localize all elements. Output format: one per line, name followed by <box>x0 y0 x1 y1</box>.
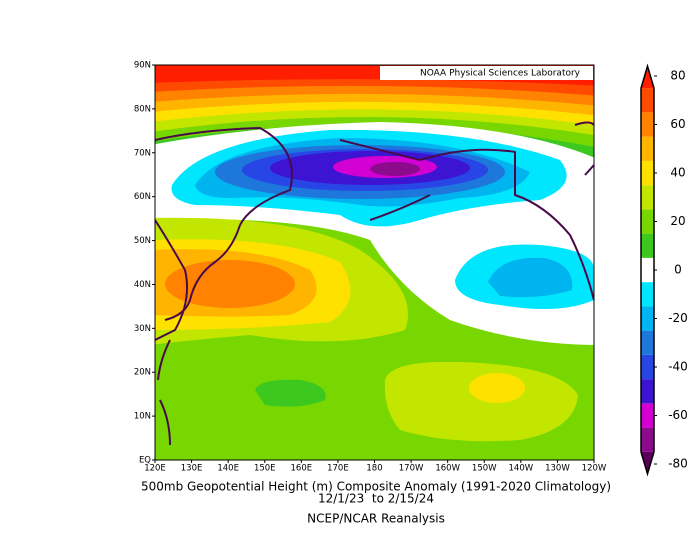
colorbar-segment <box>641 282 654 307</box>
lon-label: 120E <box>144 464 166 474</box>
colorbar: 80 60 40 20 0 -20 -40 -60 -80 <box>640 63 688 477</box>
lon-label: 170E <box>327 464 349 474</box>
coastline <box>155 219 188 341</box>
lat-label: 40N <box>134 280 151 290</box>
colorbar-label: 0 <box>674 263 682 277</box>
lat-label: 30N <box>134 324 151 334</box>
lat-label: EQ <box>139 456 151 466</box>
lon-label: 160E <box>291 464 313 474</box>
lat-label: 20N <box>134 368 151 378</box>
lat-label: 60N <box>134 192 151 202</box>
colorbar-segment <box>641 354 654 380</box>
colorbar-segment <box>641 403 654 428</box>
contour <box>255 379 326 407</box>
lon-label: 120W <box>582 464 607 474</box>
contour <box>488 257 573 298</box>
lat-label: 10N <box>134 412 151 422</box>
colorbar-segment <box>641 330 654 355</box>
colorbar-outline <box>640 63 655 477</box>
lon-label: 140W <box>509 464 534 474</box>
contour <box>370 162 420 176</box>
colorbar-arrow-top <box>641 66 654 89</box>
lon-label: 140E <box>217 464 239 474</box>
colorbar-arrow-bottom <box>641 451 654 474</box>
colorbar-label: -60 <box>668 408 688 422</box>
anomaly-field <box>155 65 594 460</box>
lat-label: 80N <box>134 104 151 114</box>
colorbar-label: 80 <box>670 69 685 83</box>
lon-label: 150W <box>472 464 497 474</box>
coastline <box>164 224 241 321</box>
coastline <box>155 127 293 226</box>
colorbar-segment <box>641 257 654 283</box>
caption-dates: 12/1/23 to 2/15/24 <box>318 492 434 506</box>
colorbar-label: 40 <box>670 166 685 180</box>
caption-title: 500mb Geopotential Height (m) Composite … <box>141 480 611 494</box>
colorbar-segment <box>641 112 654 137</box>
colorbar-segment <box>641 233 654 258</box>
coastline <box>339 139 594 301</box>
coastline <box>369 121 594 221</box>
lon-label: 170W <box>399 464 424 474</box>
colorbar-segment <box>641 185 654 210</box>
colorbar-label: -20 <box>668 311 688 325</box>
lat-label: 90N <box>134 61 151 71</box>
colorbar-segment <box>641 136 654 161</box>
colorbar-segment <box>641 306 654 331</box>
colorbar-segment <box>641 209 654 234</box>
colorbar-segment <box>641 160 654 186</box>
contour <box>165 260 295 308</box>
colorbar-segment <box>641 427 654 452</box>
contour <box>469 373 525 403</box>
colorbar-label: -40 <box>668 360 688 374</box>
lon-label: 130W <box>545 464 570 474</box>
lon-label: 130E <box>181 464 203 474</box>
colorbar-segment <box>641 88 654 113</box>
colorbar-label: 20 <box>670 214 685 228</box>
colorbar-label: 60 <box>670 117 685 131</box>
coastline <box>157 339 171 446</box>
caption-source: NCEP/NCAR Reanalysis <box>307 512 445 526</box>
lon-label: 150E <box>254 464 276 474</box>
colorbar-segment <box>641 379 654 404</box>
credit-box <box>380 66 593 80</box>
lat-label: 50N <box>134 236 151 246</box>
lon-label: 180 <box>366 464 382 474</box>
lat-label: 70N <box>134 148 151 158</box>
contour <box>384 361 578 442</box>
lon-label: 160W <box>435 464 460 474</box>
credit: NOAA Physical Sciences Laboratory <box>420 69 581 79</box>
colorbar-label: -80 <box>668 457 688 471</box>
